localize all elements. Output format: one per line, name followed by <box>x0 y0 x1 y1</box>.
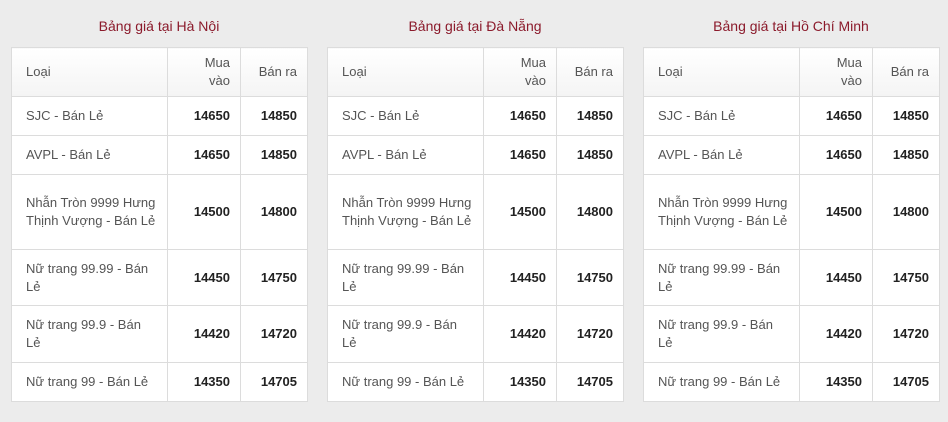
sell-price: 14850 <box>556 96 624 136</box>
table-row: Nữ trang 99.9 - Bán Lẻ 14420 14720 <box>643 305 940 363</box>
sell-price: 14720 <box>872 305 940 363</box>
buy-price: 14500 <box>799 174 873 250</box>
product-type: Nhẫn Tròn 9999 Hưng Thịnh Vượng - Bán Lẻ <box>11 174 168 250</box>
buy-price: 14420 <box>483 305 557 363</box>
buy-price: 14650 <box>799 96 873 136</box>
sell-price: 14705 <box>556 362 624 402</box>
price-table: Loại Mua vào Bán ra SJC - Bán Lẻ 14650 1… <box>11 47 308 402</box>
header-sell: Bán ra <box>556 47 624 97</box>
header-sell: Bán ra <box>872 47 940 97</box>
product-type: Nữ trang 99.9 - Bán Lẻ <box>11 305 168 363</box>
product-type: Nữ trang 99 - Bán Lẻ <box>11 362 168 402</box>
table-row: SJC - Bán Lẻ 14650 14850 <box>11 96 308 136</box>
table-row: Nữ trang 99.99 - Bán Lẻ 14450 14750 <box>11 249 308 306</box>
table-row: Nhẫn Tròn 9999 Hưng Thịnh Vượng - Bán Lẻ… <box>327 174 624 250</box>
table-row: Nữ trang 99 - Bán Lẻ 14350 14705 <box>11 362 308 402</box>
buy-price: 14650 <box>167 96 241 136</box>
table-title: Bảng giá tại Hồ Chí Minh <box>713 18 869 34</box>
table-row: SJC - Bán Lẻ 14650 14850 <box>643 96 940 136</box>
product-type: AVPL - Bán Lẻ <box>327 135 484 175</box>
table-row: Nữ trang 99 - Bán Lẻ 14350 14705 <box>643 362 940 402</box>
product-type: Nữ trang 99.9 - Bán Lẻ <box>643 305 800 363</box>
sell-price: 14750 <box>872 249 940 306</box>
header-type: Loại <box>643 47 800 97</box>
table-title: Bảng giá tại Đà Nẵng <box>408 18 542 34</box>
buy-price: 14450 <box>799 249 873 306</box>
sell-price: 14850 <box>872 96 940 136</box>
table-row: Nữ trang 99 - Bán Lẻ 14350 14705 <box>327 362 624 402</box>
buy-price: 14450 <box>167 249 241 306</box>
sell-price: 14750 <box>240 249 308 306</box>
price-panel-ho-chi-minh: Bảng giá tại Hồ Chí Minh Loại Mua vào Bá… <box>643 0 940 402</box>
table-row: Nhẫn Tròn 9999 Hưng Thịnh Vượng - Bán Lẻ… <box>643 174 940 250</box>
buy-price: 14420 <box>167 305 241 363</box>
buy-price: 14350 <box>483 362 557 402</box>
buy-price: 14500 <box>483 174 557 250</box>
header-row: Loại Mua vào Bán ra <box>643 47 940 97</box>
table-row: Nhẫn Tròn 9999 Hưng Thịnh Vượng - Bán Lẻ… <box>11 174 308 250</box>
table-row: Nữ trang 99.99 - Bán Lẻ 14450 14750 <box>327 249 624 306</box>
table-title: Bảng giá tại Hà Nội <box>98 18 220 34</box>
product-type: Nhẫn Tròn 9999 Hưng Thịnh Vượng - Bán Lẻ <box>327 174 484 250</box>
sell-price: 14800 <box>240 174 308 250</box>
buy-price: 14350 <box>167 362 241 402</box>
header-type: Loại <box>11 47 168 97</box>
header-row: Loại Mua vào Bán ra <box>327 47 624 97</box>
product-type: Nữ trang 99.9 - Bán Lẻ <box>327 305 484 363</box>
table-row: Nữ trang 99.9 - Bán Lẻ 14420 14720 <box>327 305 624 363</box>
header-buy: Mua vào <box>483 47 557 97</box>
header-buy: Mua vào <box>167 47 241 97</box>
table-row: Nữ trang 99.9 - Bán Lẻ 14420 14720 <box>11 305 308 363</box>
product-type: SJC - Bán Lẻ <box>643 96 800 136</box>
buy-price: 14450 <box>483 249 557 306</box>
sell-price: 14800 <box>556 174 624 250</box>
table-row: AVPL - Bán Lẻ 14650 14850 <box>11 135 308 175</box>
sell-price: 14850 <box>556 135 624 175</box>
sell-price: 14850 <box>240 135 308 175</box>
product-type: Nữ trang 99 - Bán Lẻ <box>327 362 484 402</box>
price-panel-ha-noi: Bảng giá tại Hà Nội Loại Mua vào Bán ra … <box>11 0 308 402</box>
sell-price: 14705 <box>872 362 940 402</box>
product-type: Nữ trang 99.99 - Bán Lẻ <box>327 249 484 306</box>
product-type: AVPL - Bán Lẻ <box>643 135 800 175</box>
buy-price: 14500 <box>167 174 241 250</box>
header-buy: Mua vào <box>799 47 873 97</box>
product-type: SJC - Bán Lẻ <box>327 96 484 136</box>
price-table: Loại Mua vào Bán ra SJC - Bán Lẻ 14650 1… <box>643 47 940 402</box>
product-type: Nữ trang 99.99 - Bán Lẻ <box>11 249 168 306</box>
buy-price: 14420 <box>799 305 873 363</box>
header-sell: Bán ra <box>240 47 308 97</box>
product-type: Nữ trang 99 - Bán Lẻ <box>643 362 800 402</box>
sell-price: 14800 <box>872 174 940 250</box>
sell-price: 14850 <box>872 135 940 175</box>
product-type: SJC - Bán Lẻ <box>11 96 168 136</box>
buy-price: 14650 <box>167 135 241 175</box>
table-row: AVPL - Bán Lẻ 14650 14850 <box>643 135 940 175</box>
buy-price: 14650 <box>483 96 557 136</box>
buy-price: 14650 <box>483 135 557 175</box>
header-row: Loại Mua vào Bán ra <box>11 47 308 97</box>
sell-price: 14850 <box>240 96 308 136</box>
sell-price: 14750 <box>556 249 624 306</box>
header-type: Loại <box>327 47 484 97</box>
product-type: Nhẫn Tròn 9999 Hưng Thịnh Vượng - Bán Lẻ <box>643 174 800 250</box>
sell-price: 14720 <box>240 305 308 363</box>
price-panel-da-nang: Bảng giá tại Đà Nẵng Loại Mua vào Bán ra… <box>327 0 624 402</box>
sell-price: 14720 <box>556 305 624 363</box>
table-row: AVPL - Bán Lẻ 14650 14850 <box>327 135 624 175</box>
product-type: AVPL - Bán Lẻ <box>11 135 168 175</box>
price-table: Loại Mua vào Bán ra SJC - Bán Lẻ 14650 1… <box>327 47 624 402</box>
product-type: Nữ trang 99.99 - Bán Lẻ <box>643 249 800 306</box>
buy-price: 14350 <box>799 362 873 402</box>
sell-price: 14705 <box>240 362 308 402</box>
table-row: SJC - Bán Lẻ 14650 14850 <box>327 96 624 136</box>
buy-price: 14650 <box>799 135 873 175</box>
table-row: Nữ trang 99.99 - Bán Lẻ 14450 14750 <box>643 249 940 306</box>
